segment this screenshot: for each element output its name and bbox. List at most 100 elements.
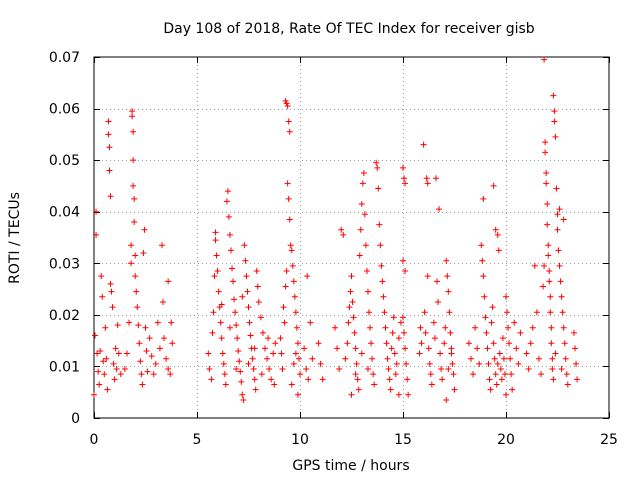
data-point (389, 329, 396, 336)
data-point (400, 257, 406, 264)
data-point (509, 386, 516, 393)
data-point (546, 268, 553, 275)
data-point (290, 360, 297, 367)
data-point (525, 366, 532, 373)
data-point (290, 278, 297, 285)
data-point (541, 56, 548, 63)
data-point (286, 128, 293, 135)
data-point (285, 195, 292, 202)
data-point (511, 319, 518, 326)
data-point (492, 226, 499, 233)
data-point (247, 332, 254, 339)
data-point (101, 371, 108, 378)
data-point (226, 231, 233, 238)
data-point (272, 340, 279, 347)
data-point (480, 273, 487, 280)
data-point (206, 366, 213, 373)
data-point (535, 355, 542, 362)
data-point (139, 381, 146, 388)
data-point (241, 242, 248, 249)
data-point (154, 319, 161, 326)
data-point (570, 329, 577, 336)
data-point (217, 319, 224, 326)
data-point (168, 319, 175, 326)
data-point (573, 360, 580, 367)
data-point (93, 208, 100, 215)
data-point (364, 288, 371, 295)
data-point (424, 273, 431, 280)
data-point (369, 355, 376, 362)
data-point (425, 345, 432, 352)
data-point (356, 252, 363, 259)
data-point (479, 257, 486, 264)
data-point (102, 324, 109, 331)
data-point (517, 329, 524, 336)
data-point (387, 386, 394, 393)
data-point (141, 226, 148, 233)
data-point (146, 335, 153, 342)
data-point (379, 278, 386, 285)
data-point (368, 340, 375, 347)
x-axis-title: GPS time / hours (292, 458, 409, 474)
data-point (564, 381, 571, 388)
data-point (498, 376, 505, 383)
data-point (108, 288, 115, 295)
data-point (106, 167, 113, 174)
data-point (288, 381, 295, 388)
data-point (297, 371, 303, 378)
data-point (133, 288, 140, 295)
data-point (129, 108, 136, 115)
data-point (501, 371, 508, 378)
data-point (169, 340, 176, 347)
y-tick-label: 0 (71, 411, 80, 427)
data-point (497, 366, 504, 373)
data-point (445, 366, 452, 373)
data-point (417, 324, 424, 331)
data-point (148, 353, 155, 360)
data-point (294, 340, 301, 347)
data-point (224, 188, 231, 195)
data-point (232, 309, 239, 316)
data-point (423, 175, 430, 182)
data-point (489, 304, 496, 311)
data-point (433, 278, 440, 285)
data-point (334, 345, 341, 352)
data-point (347, 288, 354, 295)
data-point (165, 278, 172, 285)
data-point (218, 335, 225, 342)
data-point (478, 242, 485, 249)
data-point (350, 314, 357, 321)
data-point (485, 360, 492, 367)
data-point (421, 309, 428, 316)
data-point (480, 195, 487, 202)
data-point (156, 345, 163, 352)
data-point (338, 226, 345, 233)
data-point (552, 350, 559, 357)
data-point (208, 376, 215, 383)
data-point (382, 324, 389, 331)
data-point (137, 358, 144, 365)
data-point (487, 386, 494, 393)
data-point (340, 231, 347, 238)
data-point (95, 368, 102, 375)
data-point (315, 340, 322, 347)
data-point (130, 182, 137, 189)
data-point (282, 97, 289, 104)
data-point (561, 340, 568, 347)
data-point (100, 358, 107, 365)
data-point (213, 252, 220, 259)
data-point (553, 185, 560, 192)
data-point (490, 340, 497, 347)
data-point (143, 347, 150, 354)
data-point (361, 211, 368, 218)
data-point (558, 293, 565, 300)
data-point (558, 366, 565, 373)
y-tick-label: 0.06 (49, 102, 80, 118)
x-tick-label: 10 (291, 432, 309, 448)
data-point (131, 219, 138, 226)
data-point (438, 366, 445, 373)
data-point (278, 350, 285, 357)
data-point (390, 314, 397, 321)
data-point (229, 265, 236, 272)
data-point (92, 332, 99, 339)
